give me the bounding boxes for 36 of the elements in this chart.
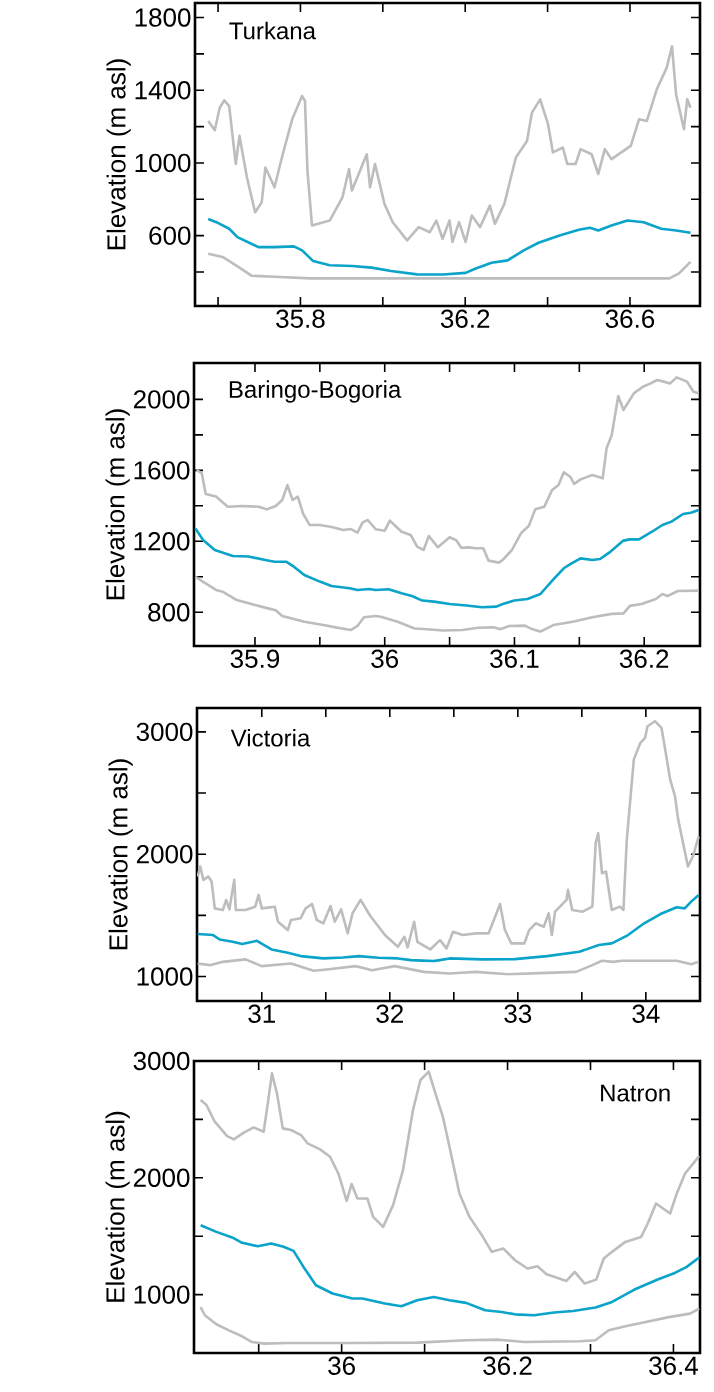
y-tick-label: 1000 xyxy=(137,967,193,986)
y-tick-label: 1000 xyxy=(134,1285,190,1304)
x-tick-label: 33 xyxy=(504,1004,532,1023)
y-tick-label: 2000 xyxy=(133,390,190,409)
y-axis-title: Elevation (m asl) xyxy=(108,759,133,950)
x-tick-label: 36.2 xyxy=(483,1356,532,1375)
y-tick-label: 2000 xyxy=(136,844,193,864)
x-tick-label: 35.8 xyxy=(276,309,325,328)
text: Natron xyxy=(601,1084,670,1102)
x-tick-label: 31 xyxy=(248,1004,275,1023)
y-tick-label: 2000 xyxy=(133,1168,190,1187)
x-tick-label: 36.2 xyxy=(440,309,490,328)
x-tick-label: 36.6 xyxy=(605,309,655,328)
x-tick-label: 36.2 xyxy=(619,649,669,668)
y-tick-label: 1800 xyxy=(135,8,191,27)
y-axis-title: Elevation (m asl) xyxy=(105,1111,130,1302)
x-tick-label: 36 xyxy=(328,1356,355,1375)
y-tick-label: 3000 xyxy=(133,1051,190,1071)
text: Victoria xyxy=(230,728,311,747)
y-tick-label: 600 xyxy=(149,226,191,245)
x-tick-label: 35.9 xyxy=(230,649,280,668)
y-tick-label: 3000 xyxy=(136,722,193,742)
text: Turkana xyxy=(229,21,316,40)
y-axis-title: Elevation (m asl) xyxy=(105,409,130,600)
x-tick-label: 36.1 xyxy=(490,649,539,668)
x-tick-label: 32 xyxy=(376,1004,403,1023)
text: Baringo-Bogoria xyxy=(229,380,402,403)
y-tick-label: 1400 xyxy=(135,81,191,100)
x-tick-label: 36 xyxy=(371,649,399,668)
y-tick-label: 1200 xyxy=(134,532,190,551)
y-axis-title: Elevation (m asl) xyxy=(106,59,131,250)
y-tick-label: 1000 xyxy=(135,153,191,173)
y-tick-label: 1600 xyxy=(134,461,190,480)
y-tick-label: 800 xyxy=(148,603,190,622)
x-tick-label: 34 xyxy=(632,1004,660,1023)
x-tick-label: 36.4 xyxy=(649,1356,698,1375)
